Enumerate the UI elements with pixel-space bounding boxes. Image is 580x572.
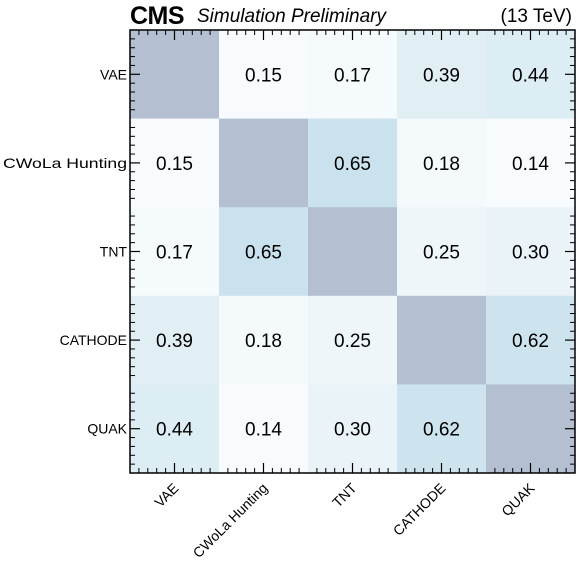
cms-label: CMS — [130, 2, 185, 30]
heatmap-cell — [397, 30, 487, 120]
cms-subtitle: Simulation Preliminary — [197, 6, 387, 27]
cell-value-label: 0.14 — [512, 154, 549, 175]
cell-value-label: 0.62 — [423, 420, 460, 441]
cell-value-label: 0.15 — [245, 65, 282, 86]
heatmap-cell — [219, 207, 309, 297]
heatmap-cell — [397, 384, 487, 474]
heatmap-cell — [130, 118, 220, 208]
heatmap-cell — [219, 30, 309, 120]
heatmap-cell — [486, 30, 576, 120]
x-tick-label: QUAK — [498, 479, 538, 519]
heatmap-cell — [219, 295, 309, 385]
cell-value-label: 0.65 — [334, 154, 371, 175]
heatmap-cell — [308, 384, 398, 474]
heatmap-cell — [486, 384, 576, 474]
heatmap-cell — [397, 118, 487, 208]
heatmap-cell — [308, 118, 398, 208]
cell-value-label: 0.65 — [245, 243, 282, 264]
cell-value-label: 0.39 — [423, 65, 460, 86]
cell-value-label: 0.14 — [245, 420, 282, 441]
heatmap-cell — [219, 384, 309, 474]
cell-value-label: 0.18 — [245, 331, 282, 352]
heatmap-cell — [308, 207, 398, 297]
cell-value-label: 0.44 — [156, 420, 193, 441]
cell-value-label: 0.25 — [334, 331, 371, 352]
heatmap-cell — [308, 295, 398, 385]
heatmap-cell — [308, 30, 398, 120]
y-tick-label: VAE — [100, 66, 127, 82]
cell-value-label: 0.62 — [512, 331, 549, 352]
heatmap-cell — [397, 295, 487, 385]
cell-value-label: 0.15 — [156, 154, 193, 175]
cell-value-label: 0.17 — [156, 243, 193, 264]
heatmap-cell — [130, 384, 220, 474]
cell-value-label: 0.25 — [423, 243, 460, 264]
cell-value-label: 0.39 — [156, 331, 193, 352]
heatmap-cell — [219, 118, 309, 208]
cell-value-label: 0.44 — [512, 65, 549, 86]
heatmap-cell — [130, 30, 220, 120]
x-tick-label: CATHODE — [390, 480, 449, 539]
heatmap-cell — [486, 295, 576, 385]
x-tick-label: TNT — [329, 479, 360, 510]
y-tick-label: QUAK — [87, 421, 127, 437]
x-tick-label: VAE — [151, 480, 181, 510]
heatmap-cell — [486, 118, 576, 208]
heatmap-cell — [130, 207, 220, 297]
cell-value-label: 0.17 — [334, 65, 371, 86]
heatmap-cell — [486, 207, 576, 297]
x-tick-label: CWoLa Hunting — [190, 480, 271, 561]
cell-value-label: 0.30 — [512, 243, 549, 264]
cell-value-label: 0.18 — [423, 154, 460, 175]
cell-value-label: 0.30 — [334, 420, 371, 441]
heatmap-cell — [397, 207, 487, 297]
energy-label: (13 TeV) — [500, 6, 572, 27]
y-tick-label: CATHODE — [60, 332, 127, 348]
heatmap-cell — [130, 295, 220, 385]
y-tick-label: CWoLa Hunting — [3, 155, 127, 171]
y-tick-label: TNT — [100, 244, 128, 260]
